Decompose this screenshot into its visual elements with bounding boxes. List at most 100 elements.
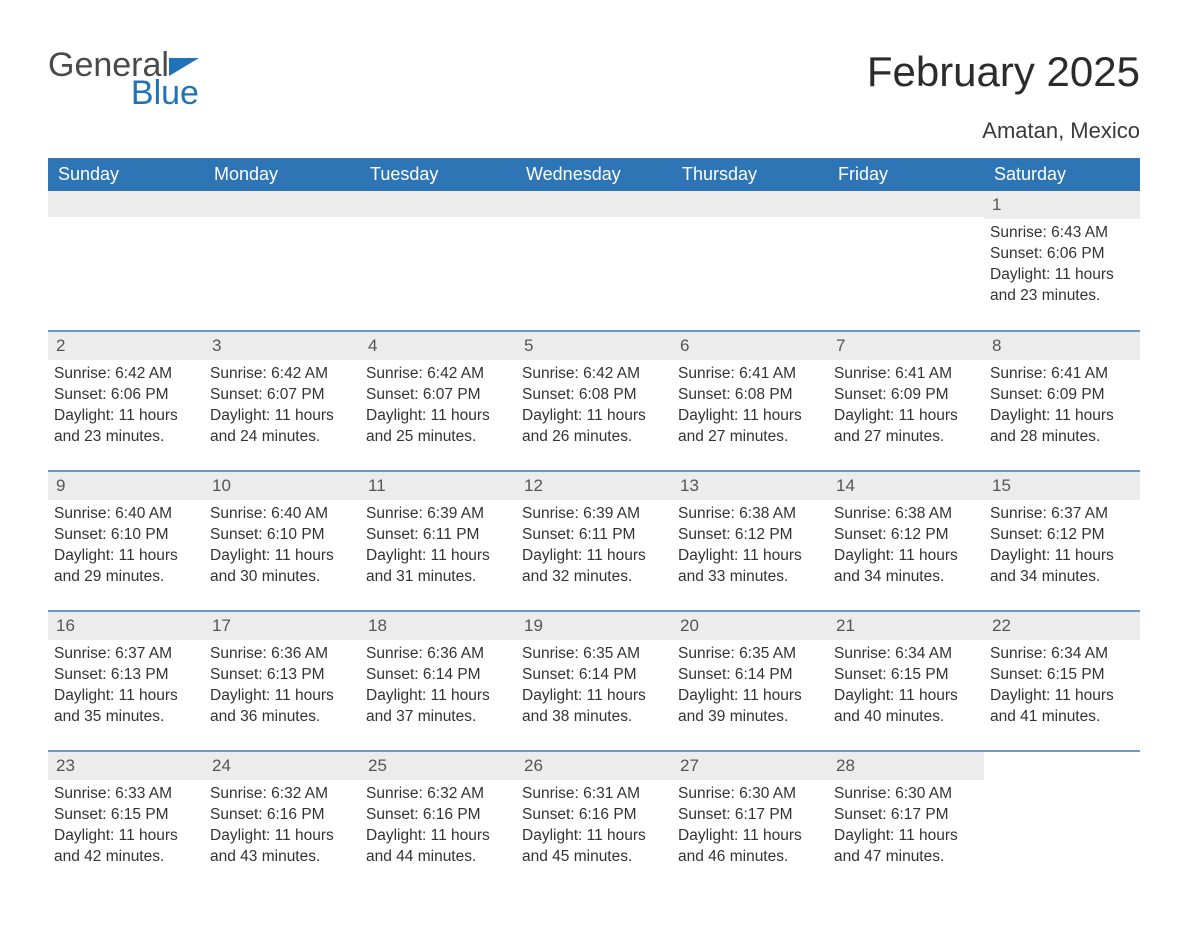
day-number: 18 bbox=[360, 612, 516, 640]
daylight-line: Daylight: 11 hours and 25 minutes. bbox=[366, 406, 510, 448]
sunset-line: Sunset: 6:14 PM bbox=[678, 665, 822, 686]
day-details: Sunrise: 6:41 AMSunset: 6:08 PMDaylight:… bbox=[672, 360, 828, 454]
day-number: 17 bbox=[204, 612, 360, 640]
sunrise-line: Sunrise: 6:41 AM bbox=[990, 364, 1134, 385]
day-details: Sunrise: 6:35 AMSunset: 6:14 PMDaylight:… bbox=[672, 640, 828, 734]
day-details: Sunrise: 6:40 AMSunset: 6:10 PMDaylight:… bbox=[48, 500, 204, 594]
calendar-cell: 15Sunrise: 6:37 AMSunset: 6:12 PMDayligh… bbox=[984, 471, 1140, 611]
sunset-line: Sunset: 6:16 PM bbox=[366, 805, 510, 826]
calendar-week-row: 16Sunrise: 6:37 AMSunset: 6:13 PMDayligh… bbox=[48, 611, 1140, 751]
day-number: 9 bbox=[48, 472, 204, 500]
day-details: Sunrise: 6:32 AMSunset: 6:16 PMDaylight:… bbox=[204, 780, 360, 874]
sunrise-line: Sunrise: 6:39 AM bbox=[366, 504, 510, 525]
day-number: 27 bbox=[672, 752, 828, 780]
brand-word-2: Blue bbox=[131, 74, 199, 112]
day-number: 19 bbox=[516, 612, 672, 640]
day-number: 2 bbox=[48, 332, 204, 360]
calendar-cell: 26Sunrise: 6:31 AMSunset: 6:16 PMDayligh… bbox=[516, 751, 672, 891]
calendar-cell: 14Sunrise: 6:38 AMSunset: 6:12 PMDayligh… bbox=[828, 471, 984, 611]
sunrise-line: Sunrise: 6:36 AM bbox=[366, 644, 510, 665]
calendar-cell: 10Sunrise: 6:40 AMSunset: 6:10 PMDayligh… bbox=[204, 471, 360, 611]
day-details: Sunrise: 6:42 AMSunset: 6:07 PMDaylight:… bbox=[204, 360, 360, 454]
day-number: 26 bbox=[516, 752, 672, 780]
weekday-header: Thursday bbox=[672, 158, 828, 191]
daylight-line: Daylight: 11 hours and 33 minutes. bbox=[678, 546, 822, 588]
day-number: 1 bbox=[984, 191, 1140, 219]
sunset-line: Sunset: 6:13 PM bbox=[210, 665, 354, 686]
calendar-cell: 7Sunrise: 6:41 AMSunset: 6:09 PMDaylight… bbox=[828, 331, 984, 471]
sunrise-line: Sunrise: 6:42 AM bbox=[210, 364, 354, 385]
sunrise-line: Sunrise: 6:30 AM bbox=[834, 784, 978, 805]
day-number: 25 bbox=[360, 752, 516, 780]
daylight-line: Daylight: 11 hours and 27 minutes. bbox=[834, 406, 978, 448]
calendar-header-row: SundayMondayTuesdayWednesdayThursdayFrid… bbox=[48, 158, 1140, 191]
daylight-line: Daylight: 11 hours and 34 minutes. bbox=[834, 546, 978, 588]
sunrise-line: Sunrise: 6:33 AM bbox=[54, 784, 198, 805]
page-title: February 2025 bbox=[867, 48, 1140, 96]
sunrise-line: Sunrise: 6:42 AM bbox=[366, 364, 510, 385]
day-number: 24 bbox=[204, 752, 360, 780]
day-details: Sunrise: 6:40 AMSunset: 6:10 PMDaylight:… bbox=[204, 500, 360, 594]
title-block: February 2025 bbox=[867, 48, 1140, 96]
sunset-line: Sunset: 6:06 PM bbox=[990, 244, 1134, 265]
sunset-line: Sunset: 6:12 PM bbox=[678, 525, 822, 546]
empty-day-band bbox=[360, 191, 516, 217]
daylight-line: Daylight: 11 hours and 42 minutes. bbox=[54, 826, 198, 868]
sunset-line: Sunset: 6:15 PM bbox=[54, 805, 198, 826]
calendar-cell bbox=[828, 191, 984, 331]
daylight-line: Daylight: 11 hours and 47 minutes. bbox=[834, 826, 978, 868]
calendar-cell: 13Sunrise: 6:38 AMSunset: 6:12 PMDayligh… bbox=[672, 471, 828, 611]
empty-day-band bbox=[48, 191, 204, 217]
day-details: Sunrise: 6:41 AMSunset: 6:09 PMDaylight:… bbox=[984, 360, 1140, 454]
sunrise-line: Sunrise: 6:42 AM bbox=[54, 364, 198, 385]
sunrise-line: Sunrise: 6:32 AM bbox=[210, 784, 354, 805]
day-number: 11 bbox=[360, 472, 516, 500]
empty-day-band bbox=[672, 191, 828, 217]
calendar-cell: 3Sunrise: 6:42 AMSunset: 6:07 PMDaylight… bbox=[204, 331, 360, 471]
calendar-page: General Blue February 2025 Amatan, Mexic… bbox=[0, 0, 1188, 931]
sunset-line: Sunset: 6:06 PM bbox=[54, 385, 198, 406]
day-details: Sunrise: 6:35 AMSunset: 6:14 PMDaylight:… bbox=[516, 640, 672, 734]
day-number: 7 bbox=[828, 332, 984, 360]
sunrise-line: Sunrise: 6:43 AM bbox=[990, 223, 1134, 244]
calendar-week-row: 23Sunrise: 6:33 AMSunset: 6:15 PMDayligh… bbox=[48, 751, 1140, 891]
calendar-cell bbox=[204, 191, 360, 331]
daylight-line: Daylight: 11 hours and 23 minutes. bbox=[990, 265, 1134, 307]
daylight-line: Daylight: 11 hours and 34 minutes. bbox=[990, 546, 1134, 588]
day-details: Sunrise: 6:34 AMSunset: 6:15 PMDaylight:… bbox=[984, 640, 1140, 734]
day-number: 13 bbox=[672, 472, 828, 500]
day-details: Sunrise: 6:39 AMSunset: 6:11 PMDaylight:… bbox=[516, 500, 672, 594]
calendar-week-row: 2Sunrise: 6:42 AMSunset: 6:06 PMDaylight… bbox=[48, 331, 1140, 471]
day-number: 12 bbox=[516, 472, 672, 500]
daylight-line: Daylight: 11 hours and 37 minutes. bbox=[366, 686, 510, 728]
day-details: Sunrise: 6:37 AMSunset: 6:13 PMDaylight:… bbox=[48, 640, 204, 734]
sunset-line: Sunset: 6:11 PM bbox=[522, 525, 666, 546]
sunset-line: Sunset: 6:17 PM bbox=[834, 805, 978, 826]
sunrise-line: Sunrise: 6:35 AM bbox=[678, 644, 822, 665]
daylight-line: Daylight: 11 hours and 38 minutes. bbox=[522, 686, 666, 728]
weekday-header: Tuesday bbox=[360, 158, 516, 191]
day-number: 10 bbox=[204, 472, 360, 500]
brand-logo: General Blue bbox=[48, 48, 199, 110]
day-details: Sunrise: 6:42 AMSunset: 6:08 PMDaylight:… bbox=[516, 360, 672, 454]
sunrise-line: Sunrise: 6:41 AM bbox=[834, 364, 978, 385]
calendar-cell: 9Sunrise: 6:40 AMSunset: 6:10 PMDaylight… bbox=[48, 471, 204, 611]
day-details: Sunrise: 6:38 AMSunset: 6:12 PMDaylight:… bbox=[672, 500, 828, 594]
day-details: Sunrise: 6:39 AMSunset: 6:11 PMDaylight:… bbox=[360, 500, 516, 594]
sunset-line: Sunset: 6:12 PM bbox=[834, 525, 978, 546]
day-details: Sunrise: 6:42 AMSunset: 6:06 PMDaylight:… bbox=[48, 360, 204, 454]
weekday-header: Wednesday bbox=[516, 158, 672, 191]
empty-day-band bbox=[828, 191, 984, 217]
location-subtitle: Amatan, Mexico bbox=[48, 118, 1140, 144]
calendar-body: 1Sunrise: 6:43 AMSunset: 6:06 PMDaylight… bbox=[48, 191, 1140, 891]
sunset-line: Sunset: 6:10 PM bbox=[54, 525, 198, 546]
calendar-cell: 11Sunrise: 6:39 AMSunset: 6:11 PMDayligh… bbox=[360, 471, 516, 611]
sunrise-line: Sunrise: 6:42 AM bbox=[522, 364, 666, 385]
sunset-line: Sunset: 6:07 PM bbox=[366, 385, 510, 406]
sunset-line: Sunset: 6:13 PM bbox=[54, 665, 198, 686]
daylight-line: Daylight: 11 hours and 26 minutes. bbox=[522, 406, 666, 448]
sunrise-line: Sunrise: 6:34 AM bbox=[990, 644, 1134, 665]
day-details: Sunrise: 6:34 AMSunset: 6:15 PMDaylight:… bbox=[828, 640, 984, 734]
calendar-cell bbox=[360, 191, 516, 331]
day-number: 14 bbox=[828, 472, 984, 500]
